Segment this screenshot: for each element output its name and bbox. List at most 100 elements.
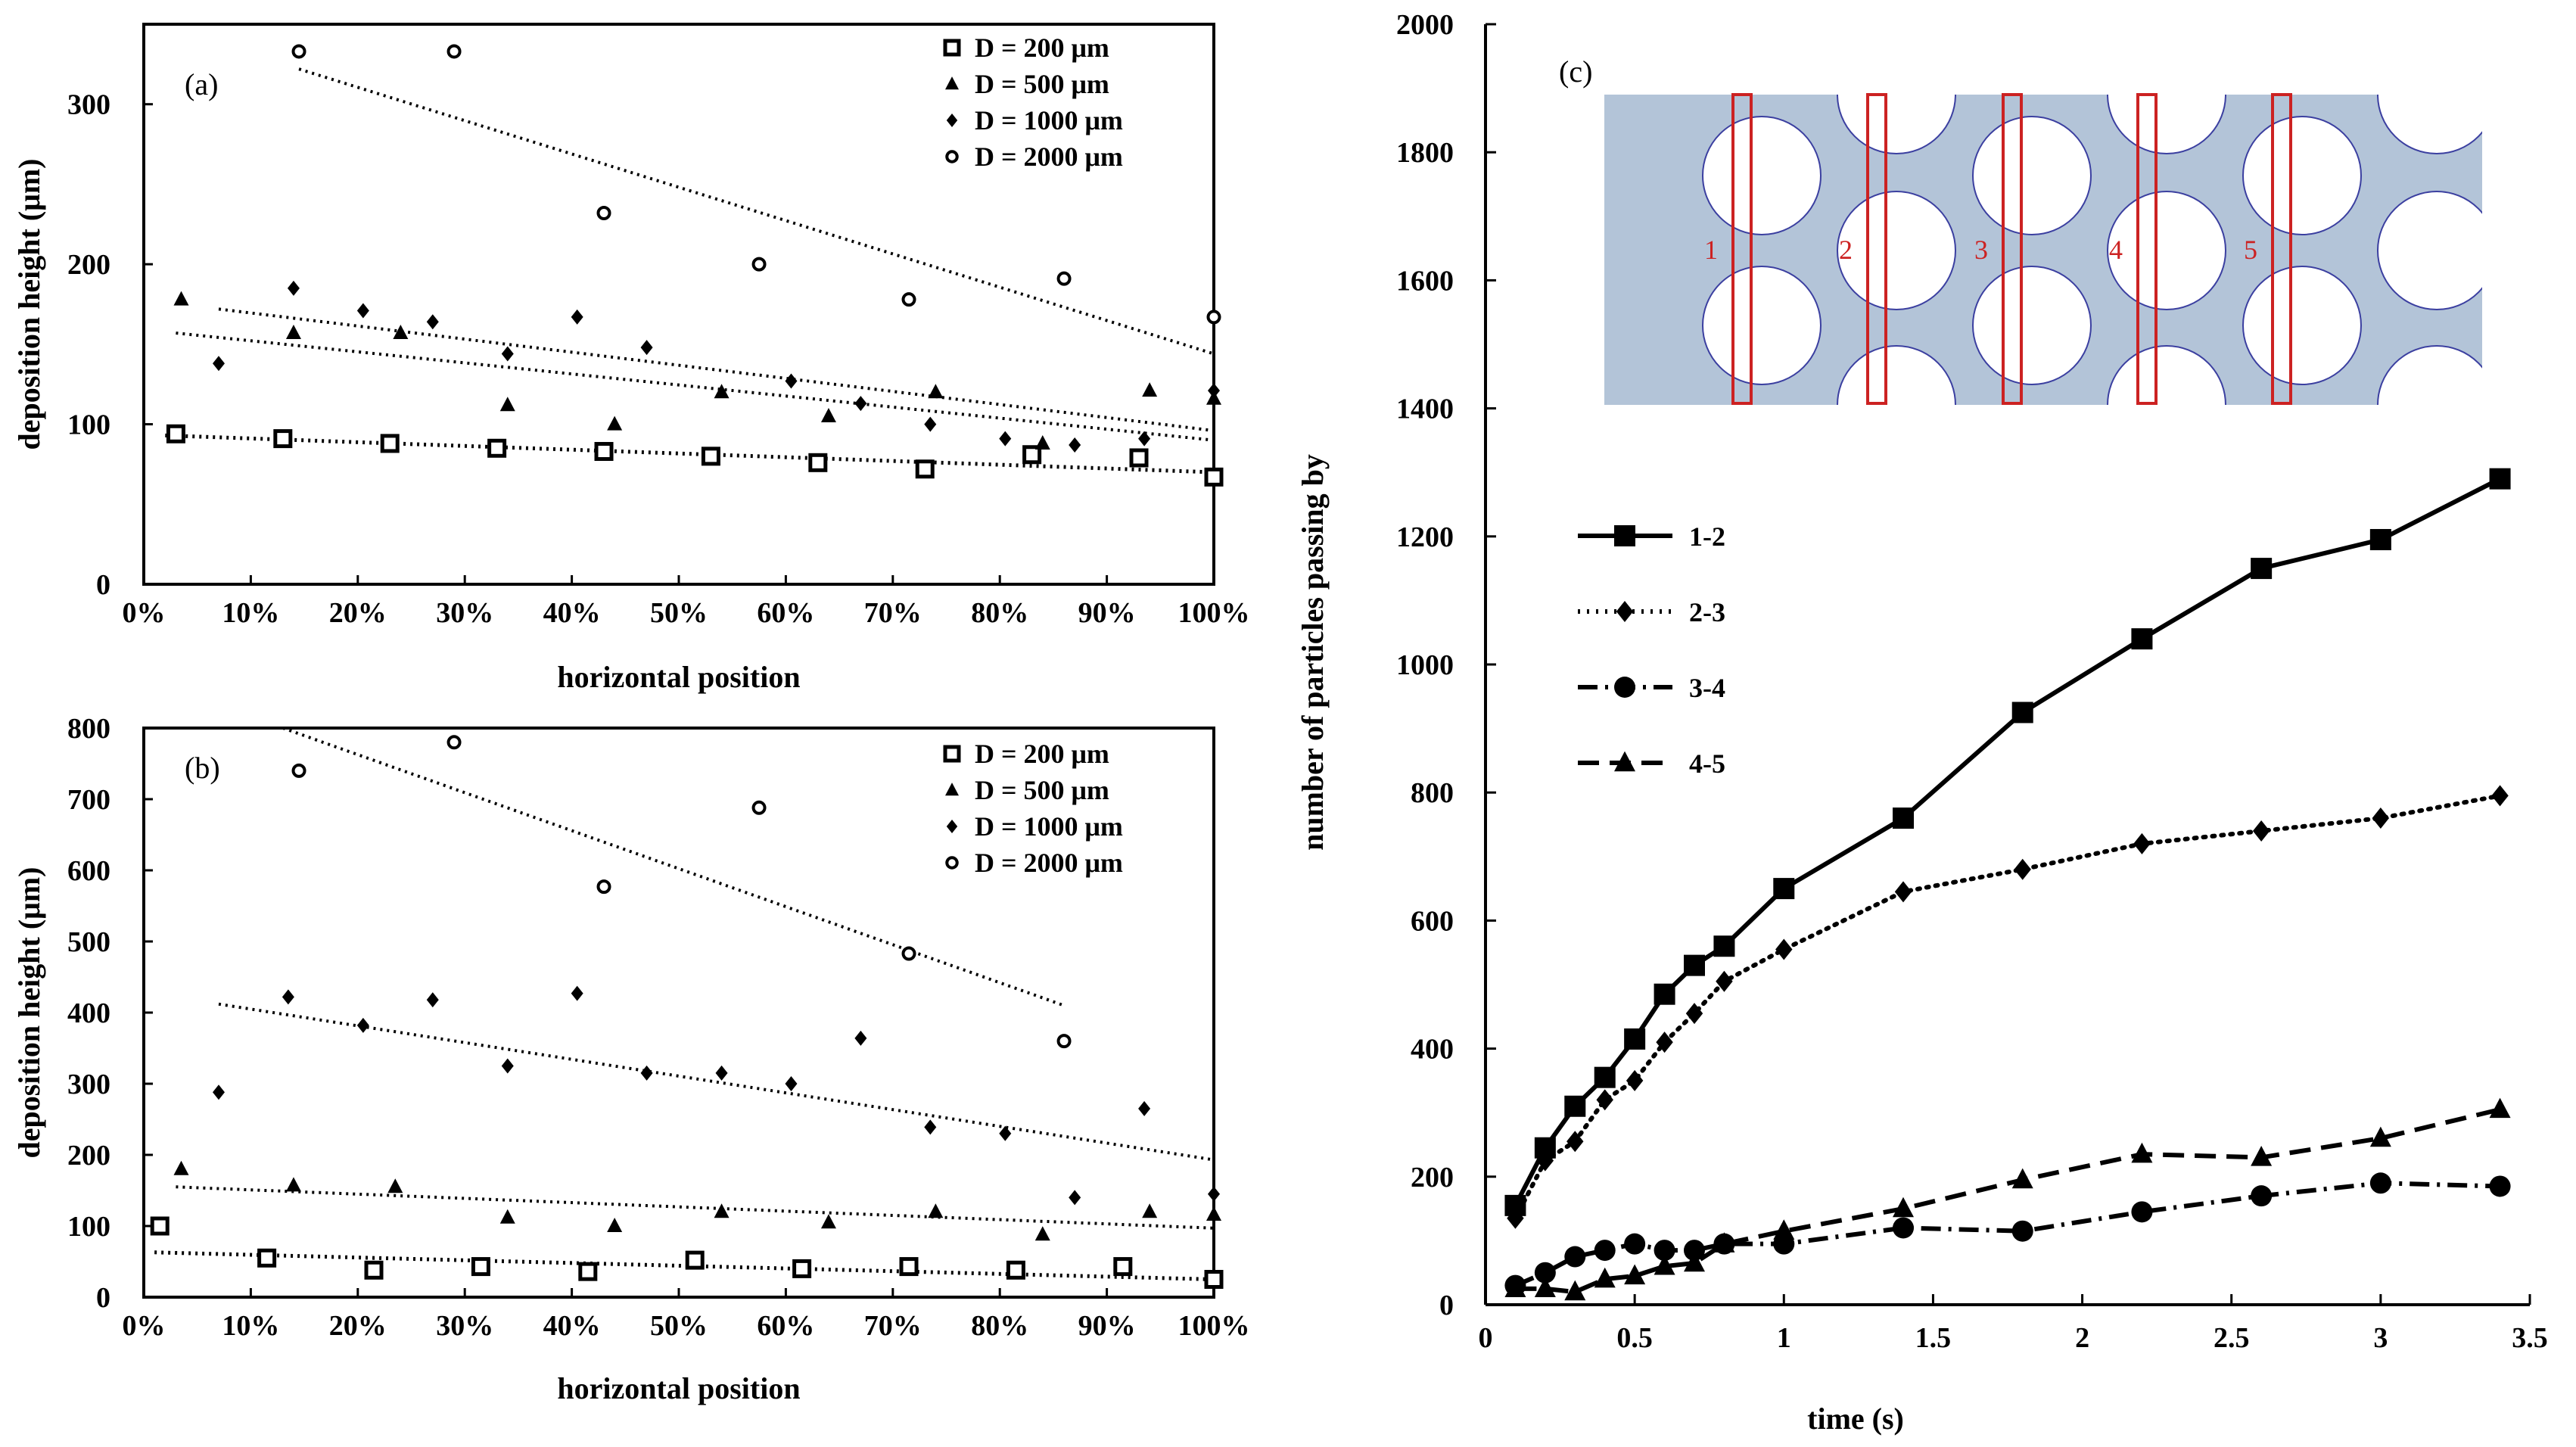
panel-c-point-1-2 [1624,1028,1646,1050]
panel-c-point-3-4 [1534,1262,1556,1284]
panel-b-xtick-label: 10% [222,1310,279,1342]
grain-circle [1837,95,1956,154]
panel-b-point [285,1177,301,1192]
panel-b-point [212,1084,225,1100]
panel-c-point-2-3 [2252,820,2270,842]
panel-b-legend-label: D = 200 μm [975,739,1109,769]
panel-a-point [820,408,836,422]
panel-a-point [446,44,462,59]
panel-c-point-4-5 [1564,1280,1586,1301]
panel-c-point-3-4 [1624,1233,1646,1255]
panel-c-line-1-2 [1513,476,2501,1207]
panel-c-xlabel: time (s) [1807,1402,1904,1436]
panel-b-legend-marker [943,745,961,763]
panel-a-xtick-label: 20% [329,597,387,629]
panel-c-point-3-4 [1564,1246,1586,1268]
panel-a-point [915,459,935,479]
panel-b-point [1138,1100,1151,1116]
panel-c-point-4-5 [1773,1219,1795,1240]
panel-b-point [715,1065,728,1081]
panel-b-point [291,763,306,778]
panel-b-point [571,985,583,1001]
panel-c-point-2-3 [1894,881,1912,903]
panel-b-ytick-label: 0 [96,1282,110,1314]
panel-c-xtick-label: 2 [2075,1322,2089,1354]
panel-a-point [173,291,189,306]
panel-c-xtick-label: 1 [1777,1322,1791,1354]
panel-b-legend-marker [945,783,959,796]
panel-c-point-2-3 [2372,808,2390,829]
panel-a-point [1138,431,1151,447]
panel-c-point-2-3 [1596,1089,1613,1111]
panel-c-point-1-2 [1594,1066,1616,1088]
region-box-5 [2271,93,2292,405]
panel-a-ytick-label: 0 [96,569,110,601]
grain-circle [1837,191,1956,310]
porous-media-inset: 1 2 3 4 5 [1604,93,2482,405]
panel-a-point [701,447,720,466]
panel-c-point-1-2 [1564,1095,1586,1117]
panel-a-xtick-label: 0% [123,597,166,629]
panel-b-xtick-label: 90% [1078,1310,1136,1342]
panel-b-xtick-label: 30% [436,1310,493,1342]
grain-circle [1972,266,2092,385]
panel-b-trendline [282,727,1065,1007]
panel-b-point [785,1076,798,1091]
panel-a-point [1056,271,1072,286]
panel-b-point [257,1248,277,1268]
panel-b-point [1113,1257,1133,1277]
panel-c-point-1-2 [1684,954,1705,976]
panel-a-point [596,205,611,220]
panel-c-legend-marker-1-2 [1614,525,1635,546]
panel-c-point-2-3 [2133,832,2151,854]
panel-a-xtick-label: 80% [971,597,1028,629]
panel-c-point-2-3 [1626,1069,1644,1091]
panel-a-point [714,384,730,399]
panel-b-point [899,1257,919,1277]
panel-c-point-2-3 [2491,785,2509,807]
panel-b-point [924,1119,937,1135]
region-label-1: 1 [1704,235,1718,265]
panel-a-xtick-label: 30% [436,597,493,629]
panel-a-xtick-label: 40% [543,597,601,629]
panel-b-xtick-label: 80% [971,1310,1028,1342]
grain-circle [2377,345,2482,405]
grain-circle [1972,116,2092,235]
panel-a-xtick-label: 50% [650,597,708,629]
panel-a-xtick-label: 100% [1178,597,1250,629]
panel-a-trendline [165,433,1215,475]
panel-b-legend-label: D = 500 μm [975,775,1109,805]
panel-b-ylabel: deposition height (μm) [12,867,46,1159]
panel-c-ytick-label: 1400 [1396,394,1454,425]
panel-c-label: (c) [1559,54,1592,89]
panel-a-point [487,438,507,458]
panel-c-legend-marker-2-3 [1616,601,1634,622]
panel-a-ytick-label: 100 [67,409,110,441]
panel-c-point-1-2 [2369,529,2391,551]
panel-a-point [1142,382,1158,397]
panel-c-ytick-label: 0 [1439,1290,1454,1321]
panel-b-label: (b) [185,751,220,785]
panel-b-point [751,800,767,815]
panel-b-point [596,879,611,895]
panel-c-xtick-label: 0.5 [1616,1322,1653,1354]
panel-c-point-1-2 [2489,468,2511,490]
region-box-1 [1731,93,1753,405]
panel-a-ylabel: deposition height (μm) [12,159,46,450]
panel-c-line-4-5 [1515,1107,2501,1295]
region-box-2 [1866,93,1887,405]
panel-b-point [1142,1203,1158,1218]
panel-b-point [1206,1206,1221,1221]
panel-c-point-1-2 [1893,808,1914,829]
panel-b-xtick-label: 60% [757,1310,814,1342]
panel-c-point-4-5 [2011,1168,2033,1189]
panel-c-ytick-label: 400 [1411,1034,1454,1066]
panel-a-point [607,415,623,431]
panel-c-point-2-3 [1656,1032,1673,1053]
panel-c-ytick-label: 2000 [1396,9,1454,41]
panel-c-point-3-4 [1893,1217,1914,1239]
panel-b-ytick-label: 600 [67,855,110,887]
panel-a-legend-label: D = 500 μm [975,69,1109,99]
panel-a-trendline [218,307,1215,433]
panel-c-point-3-4 [1654,1240,1675,1262]
